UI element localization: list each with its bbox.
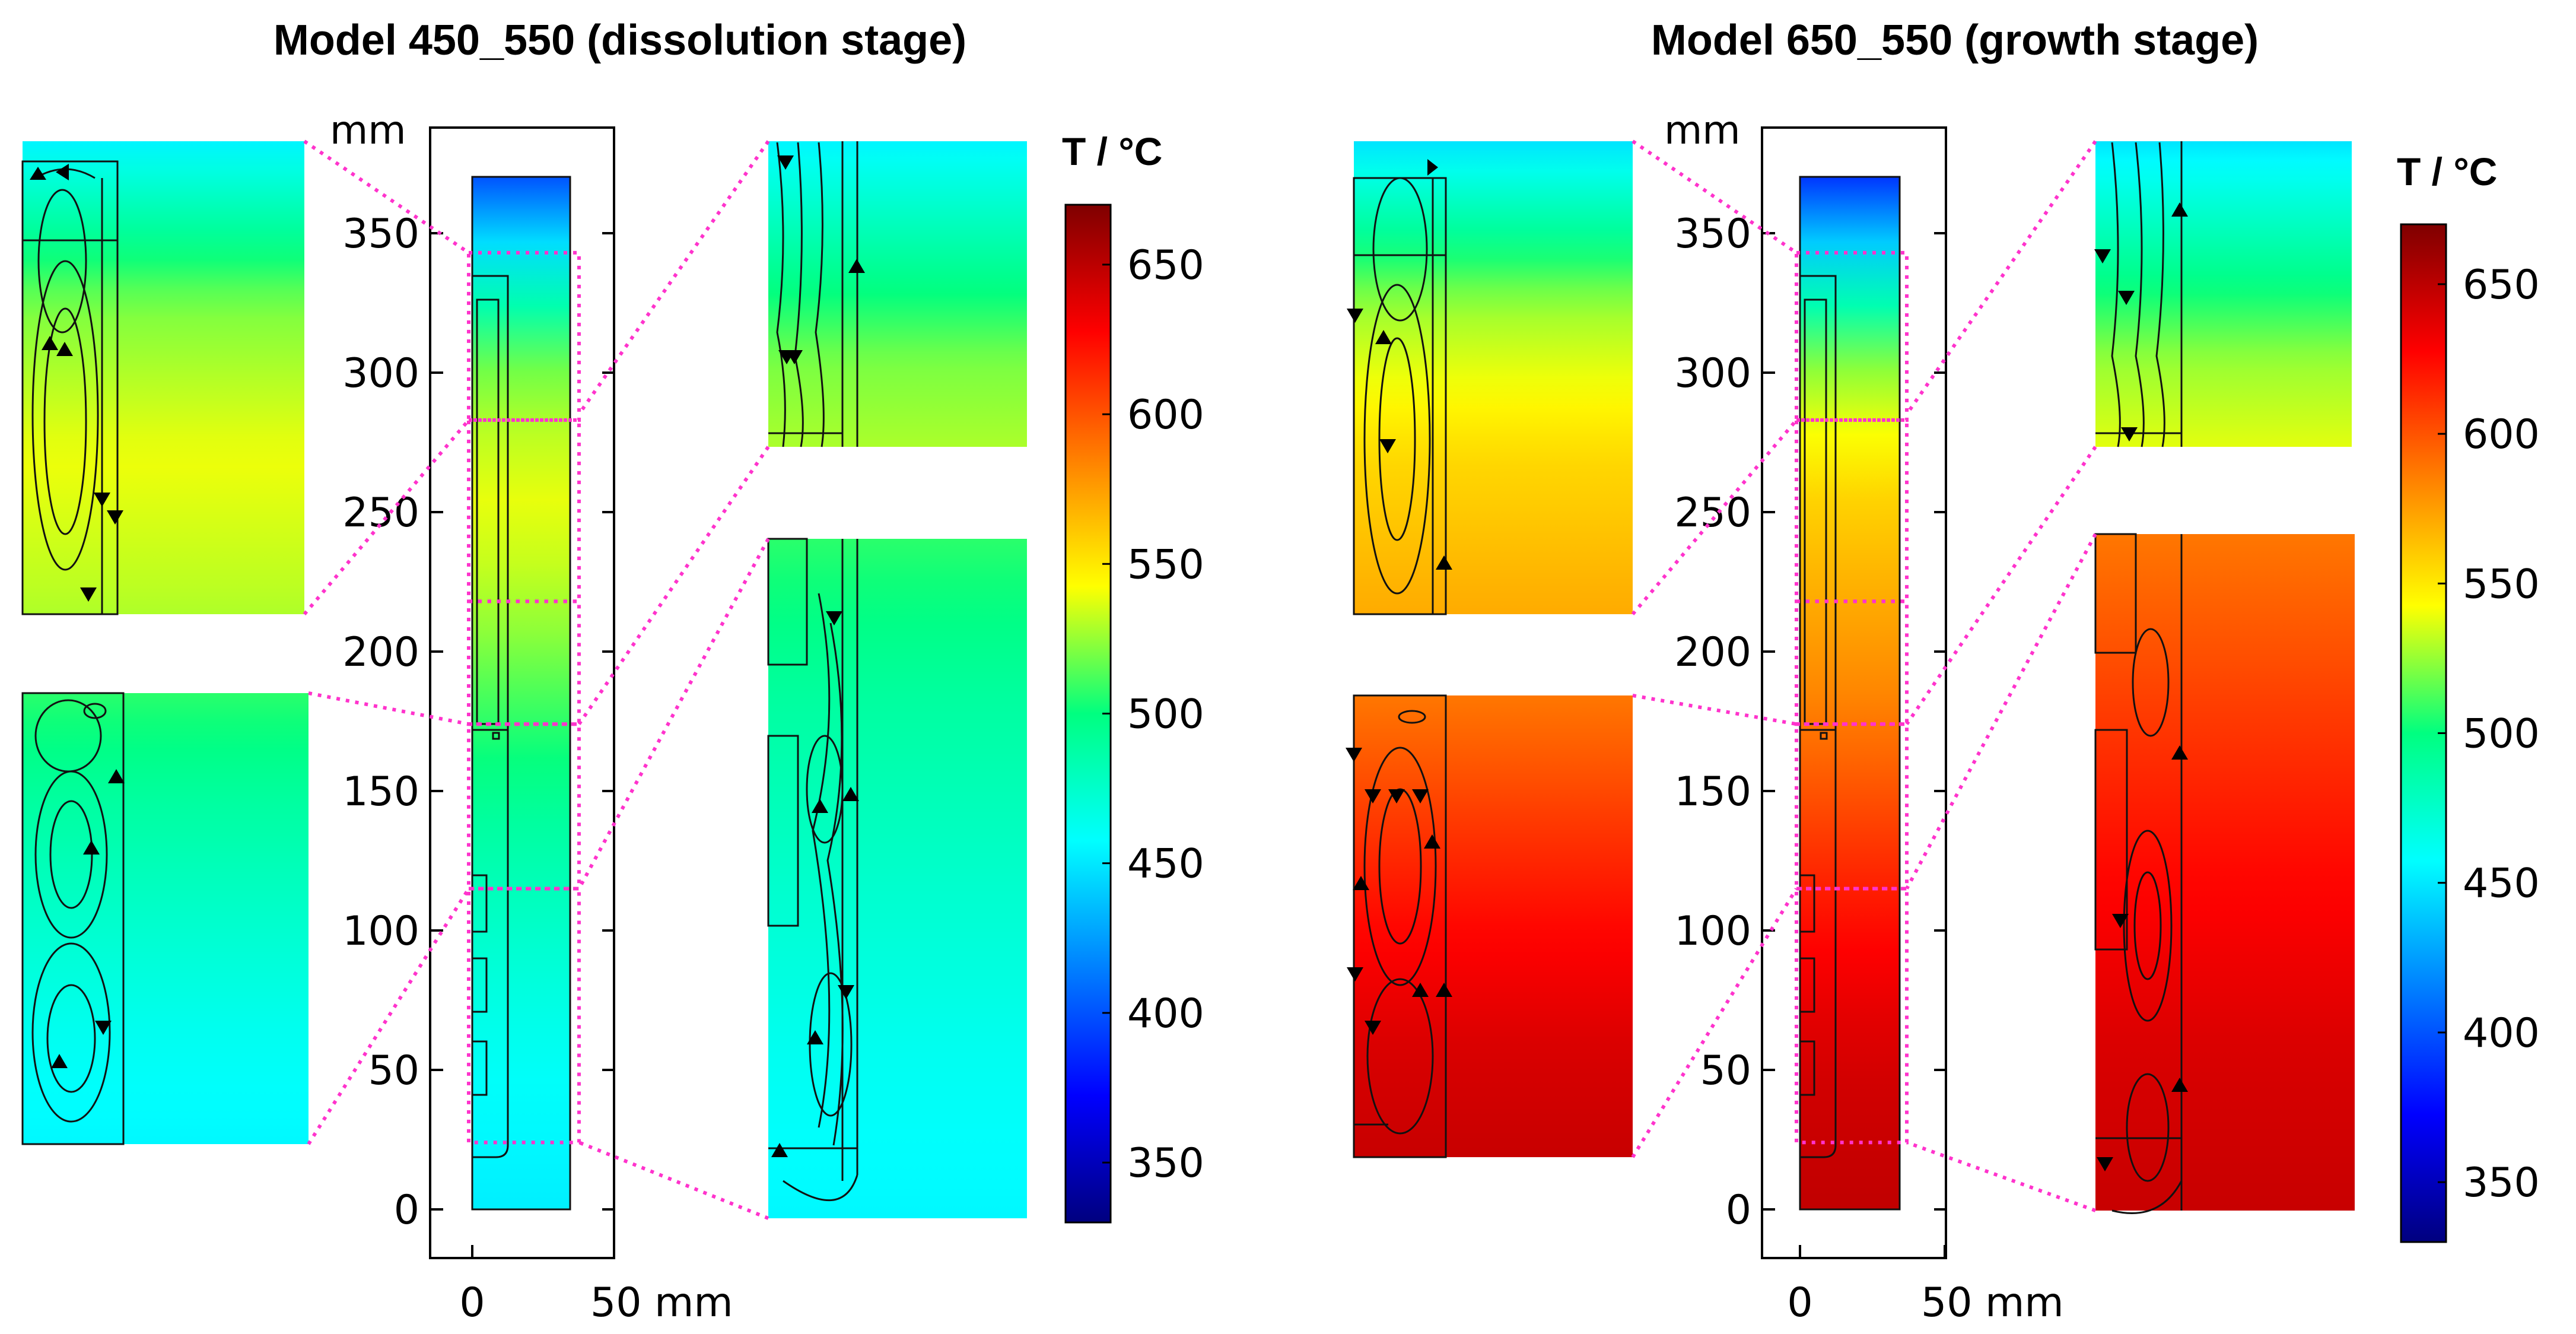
y-unit: mm — [330, 107, 406, 153]
axes-frame — [1761, 126, 1947, 1259]
colorbar-tick-label: 450 — [1127, 841, 1204, 888]
y-tick-label: 250 — [342, 490, 419, 536]
colorbar-tick-label: 550 — [2463, 561, 2540, 608]
zoom-inset-top-right — [768, 141, 1027, 447]
x-tick-label: 50 mm — [1921, 1279, 2064, 1326]
zoom-connector — [308, 691, 469, 726]
x-tick-label: 50 mm — [590, 1279, 733, 1326]
y-tick-label: 50 — [1700, 1047, 1751, 1094]
y-tick-label: 100 — [1674, 908, 1751, 955]
colorbar-tick-label: 600 — [1127, 392, 1204, 439]
axes-ticks: 0 50 100 150 200 250 300 350 0 50 mm — [1674, 211, 2063, 1326]
flow-arrows — [1346, 159, 2188, 1171]
y-tick-label: 150 — [1674, 768, 1751, 815]
zoom-window — [1795, 887, 1909, 1145]
y-unit: mm — [1664, 107, 1741, 153]
y-tick-label: 150 — [342, 768, 419, 815]
zoom-windows — [1631, 139, 2097, 1212]
y-tick-label: 300 — [342, 350, 419, 397]
flow-arrows — [30, 155, 865, 1157]
y-tick-label: 0 — [1726, 1187, 1751, 1234]
colorbar-ticks: 350 400 450 500 550 600 650 — [2438, 262, 2540, 1206]
zoom-connector — [577, 446, 770, 725]
zoom-inset-bottom-left — [23, 693, 309, 1144]
panel-growth: Model 650_550 (growth stage) — [1346, 17, 2540, 1326]
zoom-window — [467, 250, 581, 422]
y-tick-label: 350 — [342, 211, 419, 258]
colorbar-tick-label: 500 — [1127, 691, 1204, 738]
y-tick-label: 200 — [342, 629, 419, 676]
colorbar-tick-label: 650 — [2463, 262, 2540, 309]
streamlines — [1353, 141, 2183, 1214]
zoom-inset-bottom-right — [768, 539, 1027, 1218]
x-tick-label: 0 — [1787, 1279, 1812, 1326]
y-tick-label: 350 — [1674, 211, 1751, 258]
panel-dissolution: Model 450_550 (dissolution stage) — [21, 17, 1204, 1326]
colorbar-tick-label: 650 — [1127, 242, 1204, 289]
zoom-window — [467, 887, 581, 1145]
zoom-window — [467, 722, 581, 891]
zoom-connector — [1906, 1141, 2097, 1212]
zoom-inset-bottom-right — [2095, 534, 2355, 1211]
zoom-connector — [1632, 694, 1797, 726]
zoom-inset-top-left — [1354, 141, 1633, 614]
y-tick-label: 100 — [342, 908, 419, 955]
zoom-connector — [577, 140, 770, 415]
y-tick-label: 50 — [368, 1047, 419, 1094]
zoom-window — [467, 418, 581, 604]
zoom-connector — [1905, 533, 2097, 890]
zoom-window — [1795, 250, 1909, 422]
colorbar-tick-label: 350 — [1127, 1140, 1204, 1187]
zoom-connector — [1905, 140, 2097, 415]
colorbar-tick-label: 550 — [1127, 541, 1204, 588]
colorbar-tick-label: 450 — [2463, 860, 2540, 907]
temperature-domain — [1800, 177, 1900, 1209]
colorbar-ticks: 350 400 450 500 550 600 650 — [1102, 242, 1204, 1187]
zoom-inset-top-left — [23, 141, 304, 614]
colorbar-tick-label: 400 — [2463, 1010, 2540, 1057]
panel-title: Model 450_550 (dissolution stage) — [273, 17, 966, 64]
zoom-connector — [577, 538, 770, 890]
colorbar-tick-label: 350 — [2463, 1160, 2540, 1206]
colorbar-title: T / °C — [1062, 129, 1162, 173]
colorbar-tick-label: 400 — [1127, 990, 1204, 1037]
zoom-window — [1795, 418, 1909, 604]
zoom-inset-top-right — [2095, 141, 2352, 447]
zoom-connector — [307, 887, 470, 1145]
x-tick-label: 0 — [459, 1279, 485, 1326]
y-tick-label: 0 — [394, 1187, 419, 1234]
streamlines — [21, 141, 858, 1201]
zoom-inset-bottom-left — [1354, 695, 1633, 1157]
colorbar-tick-label: 500 — [2463, 711, 2540, 758]
zoom-window — [467, 599, 581, 726]
zoom-connector — [578, 1141, 769, 1220]
zoom-window — [1795, 599, 1909, 726]
panel-title: Model 650_550 (growth stage) — [1651, 17, 2259, 64]
y-tick-label: 200 — [1674, 629, 1751, 676]
zoom-windows — [303, 139, 770, 1220]
y-tick-label: 250 — [1674, 490, 1751, 536]
zoom-connector — [303, 418, 470, 615]
colorbar-title: T / °C — [2397, 150, 2497, 193]
axes-ticks: 0 50 100 150 200 250 300 350 0 50 mm — [342, 211, 733, 1326]
temperature-domain — [472, 177, 570, 1209]
zoom-connector — [1631, 418, 1798, 615]
y-tick-label: 300 — [1674, 350, 1751, 397]
colorbar-tick-label: 600 — [2463, 411, 2540, 458]
zoom-window — [1795, 722, 1909, 891]
axes-frame — [429, 126, 615, 1259]
